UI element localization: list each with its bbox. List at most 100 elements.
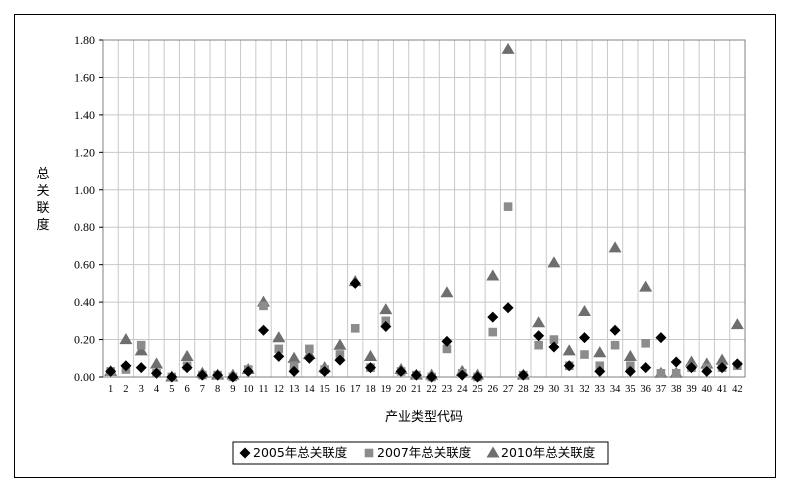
y-tick-label: 1.80 (74, 33, 95, 47)
x-tick-label: 27 (503, 384, 513, 395)
x-tick-label: 14 (304, 384, 315, 395)
data-point-square (534, 340, 543, 350)
data-point-diamond (181, 362, 193, 374)
data-point-diamond (487, 311, 499, 323)
x-tick-label: 25 (472, 384, 483, 395)
data-point-diamond (502, 302, 514, 314)
data-point-square (580, 350, 589, 359)
x-tick-label: 4 (154, 384, 160, 395)
x-tick-label: 7 (200, 384, 205, 395)
data-point-diamond (594, 365, 606, 377)
data-point-diamond (456, 369, 468, 381)
x-tick-label: 37 (656, 384, 667, 395)
x-tick-label: 36 (640, 384, 651, 395)
data-point-diamond (563, 360, 575, 372)
data-point-square (641, 339, 650, 348)
data-point-square (381, 316, 391, 326)
y-tick-label: 1.60 (74, 70, 95, 84)
data-point-diamond (655, 332, 667, 344)
x-tick-label: 11 (258, 384, 268, 395)
x-tick-label: 29 (533, 384, 544, 395)
x-tick-label: 38 (671, 384, 682, 395)
data-point-triangle (715, 353, 729, 365)
data-point-diamond (670, 356, 682, 368)
data-point-square (656, 368, 666, 378)
data-point-triangle (608, 241, 622, 253)
data-point-square (335, 350, 345, 359)
x-tick-label: 12 (274, 384, 285, 395)
data-point-square (274, 344, 284, 354)
x-tick-label: 42 (732, 384, 743, 395)
data-point-diamond (395, 365, 407, 377)
x-tick-label: 9 (230, 384, 235, 395)
x-tick-label: 35 (625, 384, 636, 395)
data-point-diamond (380, 320, 392, 332)
x-tick-label: 34 (610, 384, 621, 395)
data-point-diamond (365, 362, 376, 374)
x-tick-label: 6 (184, 384, 189, 395)
data-point-square (259, 301, 268, 311)
y-tick-label: 1.40 (74, 108, 95, 122)
data-point-diamond (166, 371, 178, 383)
data-point-diamond (686, 362, 697, 374)
y-tick-label: 0.40 (74, 295, 95, 309)
data-point-diamond (212, 369, 224, 381)
legend-label: 2005年总关联度 (253, 445, 348, 460)
data-point-diamond (410, 369, 422, 381)
data-point-square (595, 361, 605, 371)
data-point-triangle (562, 344, 576, 356)
legend-label: 2010年总关联度 (501, 445, 596, 460)
x-tick-label: 30 (549, 384, 560, 395)
x-tick-label: 20 (396, 384, 407, 395)
y-tick-label: 0.80 (74, 220, 95, 234)
data-point-diamond (334, 354, 346, 366)
x-tick-label: 2 (123, 384, 128, 395)
data-point-triangle (501, 42, 515, 54)
data-point-square (549, 335, 559, 344)
data-point-diamond (288, 365, 300, 377)
data-point-triangle (440, 286, 454, 298)
data-points (104, 42, 744, 383)
plot-area (102, 39, 746, 378)
data-point-diamond (609, 324, 621, 336)
x-tick-label: 3 (139, 384, 144, 395)
legend-box (232, 441, 609, 465)
data-point-triangle (578, 304, 591, 317)
x-tick-label: 1 (108, 384, 113, 395)
chart: 0.00 0.20 0.40 0.60 0.80 1.00 1.20 1.40 1.60 1.80… (36, 33, 746, 465)
x-tick-label: 26 (488, 384, 499, 395)
data-point-diamond (701, 365, 713, 377)
x-tick-label: 40 (702, 384, 713, 395)
y-tick-label: 0.00 (74, 370, 95, 384)
data-point-triangle (730, 318, 744, 330)
legend-marker-triangle (486, 446, 500, 458)
x-tick-label: 10 (243, 384, 254, 395)
data-point-square (488, 327, 498, 337)
data-point-triangle (180, 349, 194, 361)
data-point-square (305, 344, 314, 354)
data-point-triangle (639, 280, 653, 292)
x-tick-label: 22 (426, 384, 437, 395)
legend: 2005年总关联度 2007年总关联度 2010年总关联度 (232, 441, 609, 465)
data-point-diamond (319, 365, 331, 377)
data-point-triangle (364, 349, 377, 361)
x-tick-label: 39 (686, 384, 697, 395)
data-point-triangle (150, 357, 163, 369)
data-point-triangle (486, 269, 500, 281)
x-tick-label: 28 (518, 384, 529, 395)
data-point-diamond (349, 277, 361, 289)
x-tick-label: 15 (319, 384, 330, 395)
legend-marker-diamond (239, 447, 251, 459)
x-tick-label: 5 (169, 384, 174, 395)
data-point-diamond (227, 371, 239, 383)
y-tick-label: 0.60 (74, 258, 95, 272)
data-point-triangle (593, 346, 607, 358)
data-point-square (136, 340, 146, 350)
x-tick-label: 21 (411, 384, 422, 395)
data-point-square (626, 361, 635, 371)
data-point-diamond (472, 371, 483, 383)
data-point-triangle (134, 344, 148, 356)
data-point-diamond (517, 369, 529, 381)
x-tick-label: 31 (564, 384, 575, 395)
x-tick-label: 16 (335, 384, 346, 395)
